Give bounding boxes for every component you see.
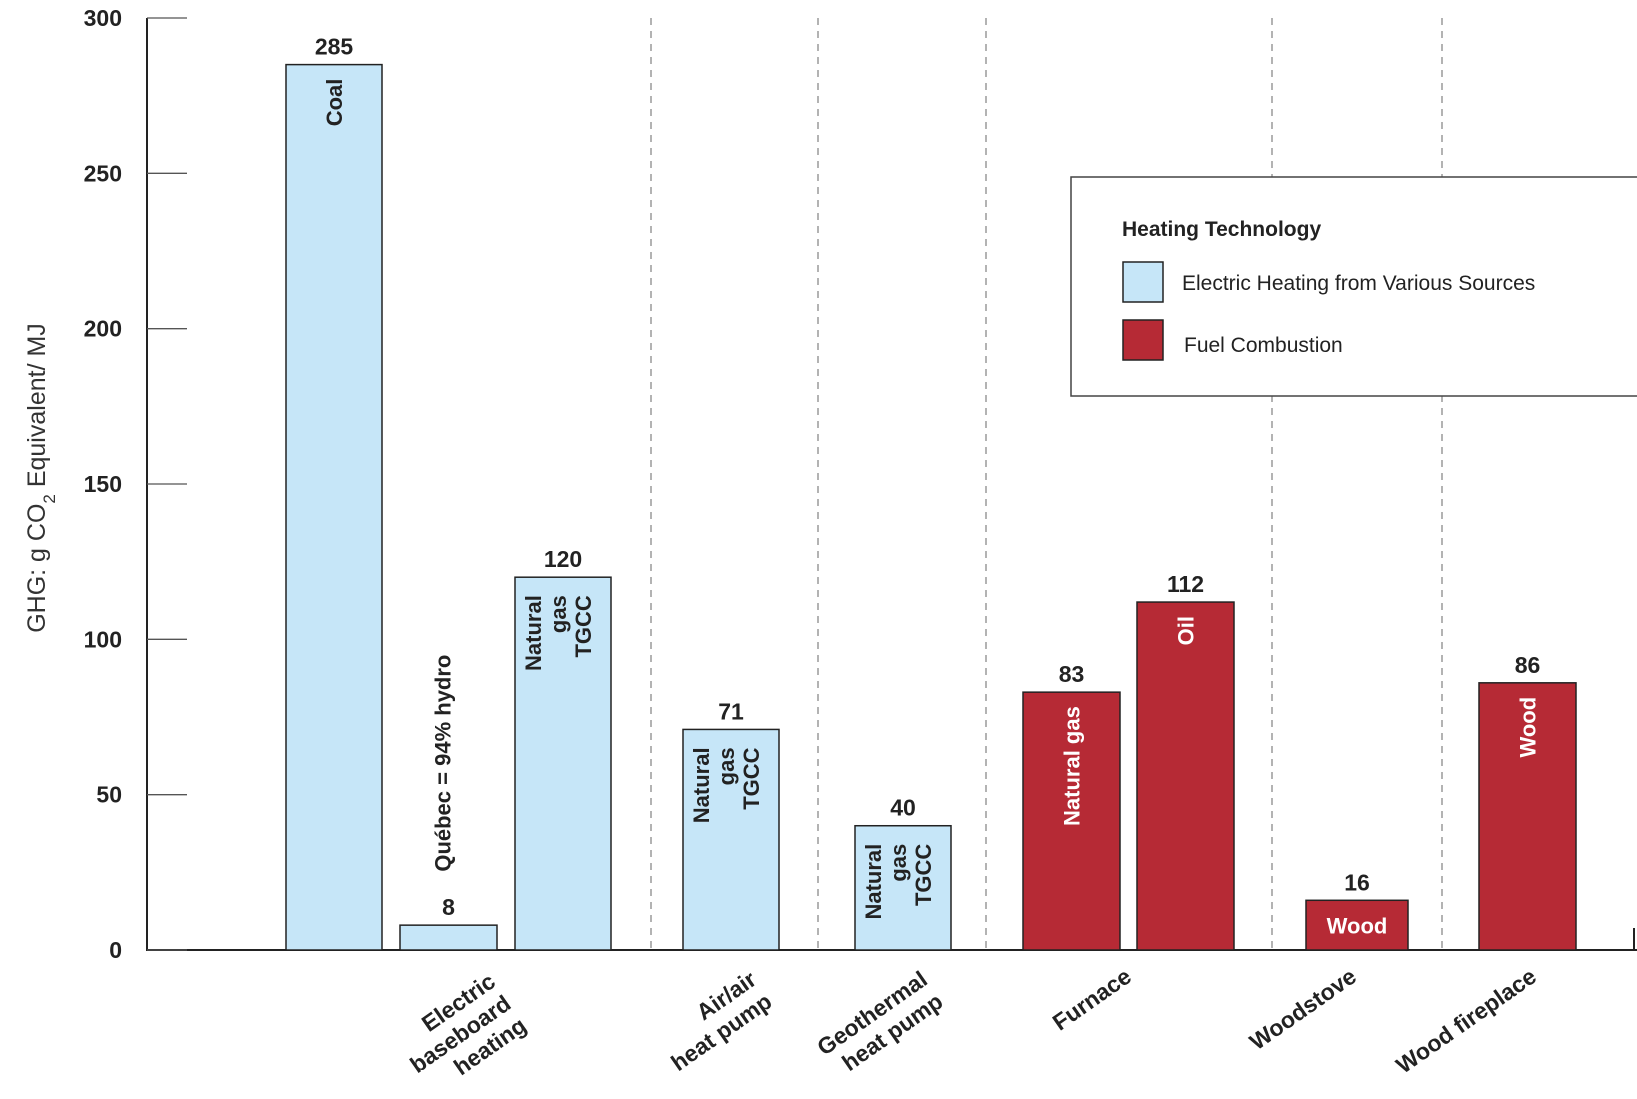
bar-source-label-1: Québec = 94% hydro [431,655,456,872]
bar-value-label-1: 8 [442,894,455,920]
bar-value-label-4: 40 [890,795,916,821]
bar-2 [514,576,612,951]
legend-box [1070,176,1637,397]
y-tick-label-150: 150 [84,471,122,497]
bar-7 [1305,899,1409,951]
category-label-2: Geothermalheat pump [812,966,947,1083]
category-labels: Electricbaseboardheating Air/airheat pump… [390,963,1541,1099]
axes: 0 50 100 150 200 250 300 [84,5,1637,963]
y-tick-label-200: 200 [84,316,122,342]
category-label-5: Wood fireplace [1391,963,1541,1079]
bar-value-label-3: 71 [718,698,744,724]
category-label-line-3-0: Furnace [1048,963,1136,1036]
category-label-1: Air/airheat pump [651,966,777,1076]
bar-value-label-6: 112 [1167,571,1204,597]
legend-swatch-electric [1122,261,1164,303]
bar-source-label-8: Wood [1516,697,1541,758]
legend-title: Heating Technology [1122,218,1321,241]
y-axis-label: GHG: g CO2 Equivalent/ MJ [23,323,59,633]
bar-8 [1478,682,1577,951]
legend-swatch-fuel [1122,319,1164,361]
bar-6 [1136,601,1235,951]
bar-value-label-5: 83 [1059,661,1085,687]
category-label-line-4-0: Woodstove [1245,963,1361,1055]
bar-source-label-5: Natural gas [1060,706,1085,826]
bar-source-label-2: NaturalgasTGCC [521,595,596,671]
bar-source-line-2-1: gas [546,595,571,633]
bar-source-line-2-2: TGCC [571,595,596,657]
bar-source-line-2-0: Natural [521,595,546,671]
bar-source-label-3: NaturalgasTGCC [689,747,764,823]
bar-source-line-4-1: gas [886,844,911,882]
bar-value-label-7: 16 [1344,869,1370,895]
bar-source-label-6: Oil [1174,616,1199,645]
bar-value-label-2: 120 [544,546,582,572]
bar-source-line-4-0: Natural [861,844,886,920]
y-tick-label-50: 50 [96,782,122,808]
y-tick-label-0: 0 [109,937,122,963]
category-label-line-5-0: Wood fireplace [1391,963,1541,1079]
category-label-3: Furnace [1048,963,1136,1036]
legend-label-electric: Electric Heating from Various Sources [1182,272,1535,295]
y-tick-label-300: 300 [84,5,122,31]
bar-source-line-3-0: Natural [689,747,714,823]
category-label-0: Electricbaseboardheating [390,968,531,1099]
bar-4 [854,824,952,951]
bar-5 [1022,691,1121,951]
legend-label-fuel: Fuel Combustion [1184,334,1343,357]
bar-source-label-0: Coal [322,79,347,127]
category-label-4: Woodstove [1245,963,1361,1055]
bar-source-line-3-2: TGCC [739,747,764,809]
y-tick-label-100: 100 [84,626,122,652]
bar-source-line-3-1: gas [714,747,739,785]
bar-3 [682,728,780,951]
bar-source-label-7: Wood [1327,913,1388,938]
bar-source-line-4-2: TGCC [911,844,936,906]
bar-0 [285,63,383,951]
bar-1 [399,924,498,951]
bar-value-label-0: 285 [315,34,354,60]
y-tick-label-250: 250 [84,160,122,186]
bar-value-label-8: 86 [1515,652,1541,678]
bar-source-label-4: NaturalgasTGCC [861,844,936,920]
legend: Heating Technology Electric Heating from… [1070,176,1637,397]
